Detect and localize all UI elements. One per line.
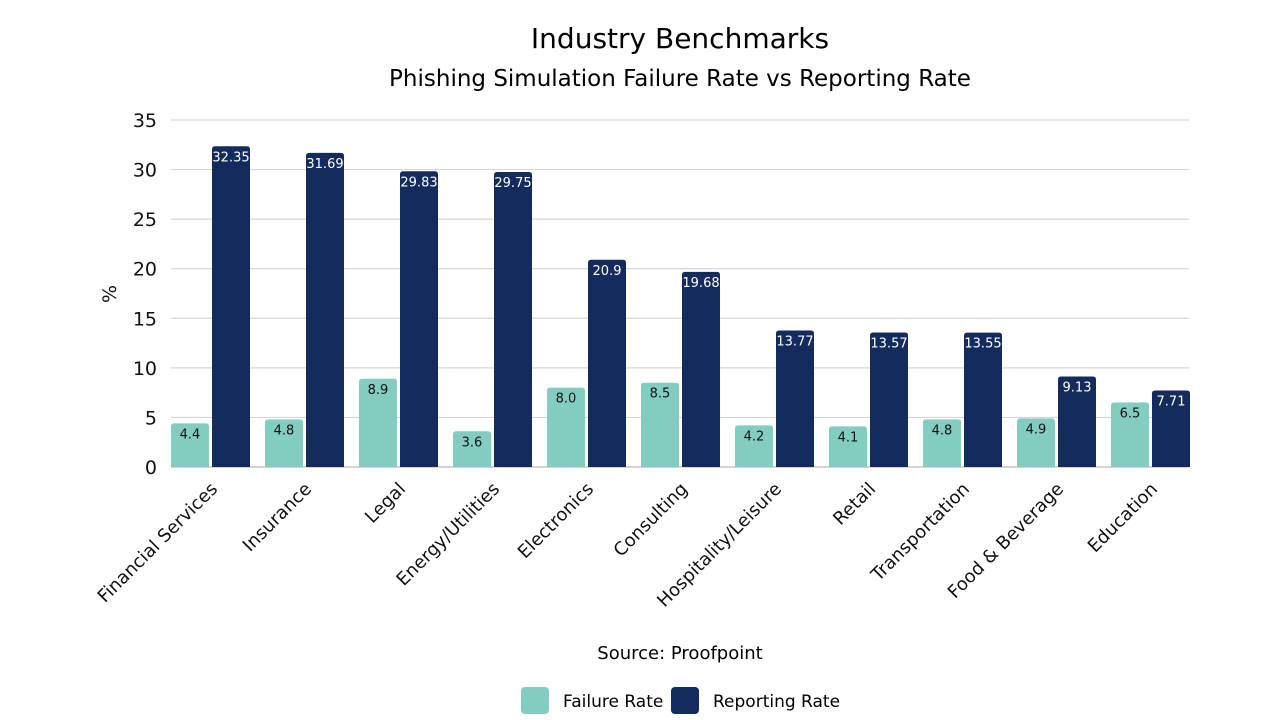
source-note: Source: Proofpoint xyxy=(597,643,762,664)
x-tick-label: Transportation xyxy=(867,479,974,586)
data-label: 4.2 xyxy=(744,429,765,444)
data-label: 6.5 xyxy=(1120,407,1141,422)
data-label: 29.75 xyxy=(494,176,531,191)
x-tick-label: Electronics xyxy=(514,479,598,563)
bar xyxy=(212,146,250,467)
data-label: 31.69 xyxy=(306,157,343,172)
y-axis-label: % xyxy=(99,285,121,303)
y-tick-label: 20 xyxy=(133,259,157,281)
x-tick-label: Retail xyxy=(829,479,880,530)
y-tick-label: 30 xyxy=(133,160,157,182)
chart-title: Industry Benchmarks xyxy=(531,22,829,55)
data-label: 8.0 xyxy=(556,392,577,407)
bar xyxy=(829,426,867,467)
data-label: 4.8 xyxy=(932,423,953,438)
bar xyxy=(682,271,720,467)
data-label: 8.5 xyxy=(650,387,671,402)
data-label: 4.8 xyxy=(274,423,295,438)
bar xyxy=(494,172,532,468)
bar xyxy=(1017,418,1055,467)
bar xyxy=(1152,390,1190,467)
bar xyxy=(588,259,626,467)
data-label: 4.4 xyxy=(180,427,201,442)
legend-label: Reporting Rate xyxy=(713,692,840,712)
data-label: 7.71 xyxy=(1157,395,1186,410)
bar xyxy=(735,425,773,467)
legend: Failure Rate Reporting Rate xyxy=(521,687,840,714)
data-label: 3.6 xyxy=(462,435,483,450)
data-label: 13.55 xyxy=(964,337,1001,352)
data-label: 8.9 xyxy=(368,383,389,398)
bar xyxy=(547,387,585,467)
legend-label: Failure Rate xyxy=(563,692,663,712)
data-label: 9.13 xyxy=(1063,380,1092,395)
data-label: 13.57 xyxy=(870,336,907,351)
bar xyxy=(923,419,961,467)
legend-swatch xyxy=(671,687,699,714)
data-label: 32.35 xyxy=(212,150,249,165)
chart-subtitle: Phishing Simulation Failure Rate vs Repo… xyxy=(389,66,971,92)
legend-swatch xyxy=(521,687,549,714)
y-tick-label: 25 xyxy=(133,209,157,231)
x-tick-label: Consulting xyxy=(610,479,692,561)
x-tick-label: Education xyxy=(1084,479,1162,557)
y-tick-label: 15 xyxy=(133,308,157,330)
bar xyxy=(453,431,491,467)
y-axis-ticks: 0 5 10 15 20 25 30 35 xyxy=(133,110,157,479)
x-tick-label: Energy/Utilities xyxy=(392,479,504,591)
bar xyxy=(306,152,344,467)
x-tick-label: Financial Services xyxy=(94,479,222,607)
data-label: 29.83 xyxy=(400,175,437,190)
y-tick-label: 10 xyxy=(133,358,157,380)
data-label: 13.77 xyxy=(776,334,813,349)
bar xyxy=(776,330,814,467)
bar xyxy=(171,423,209,467)
bar xyxy=(870,332,908,467)
bar xyxy=(1058,376,1096,467)
bar xyxy=(400,171,438,468)
bars: 4.4 32.35 4.8 31.69 8.9 29.83 3.6 29.75 8.0 20.9 8… xyxy=(171,146,1190,468)
data-label: 20.9 xyxy=(593,264,622,279)
bar xyxy=(1111,402,1149,467)
x-tick-label: Insurance xyxy=(239,479,316,556)
y-tick-label: 35 xyxy=(133,110,157,132)
y-tick-label: 0 xyxy=(145,457,157,479)
data-label: 4.1 xyxy=(838,430,859,445)
data-label: 4.9 xyxy=(1026,422,1047,437)
x-tick-label: Legal xyxy=(361,479,410,528)
bar xyxy=(359,378,397,467)
x-axis-labels: Financial Services Insurance LegalEnergy/U… xyxy=(94,479,1162,612)
y-tick-label: 5 xyxy=(145,407,157,429)
data-label: 19.68 xyxy=(682,276,719,291)
bar xyxy=(964,332,1002,467)
bar xyxy=(641,382,679,467)
bar xyxy=(265,419,303,467)
